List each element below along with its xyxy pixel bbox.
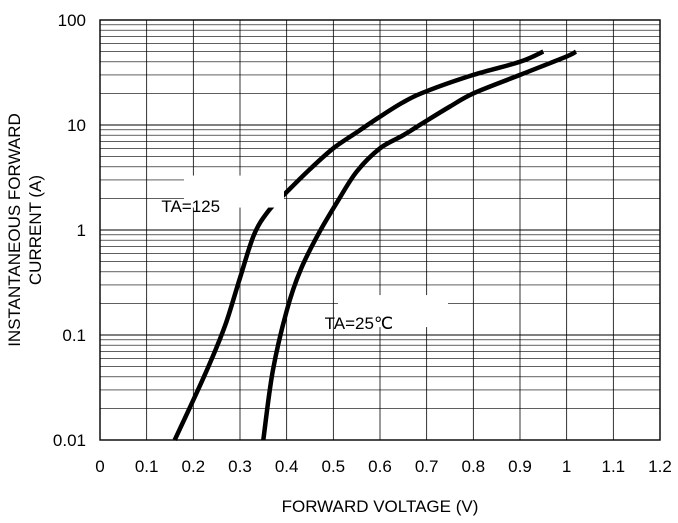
series-line-1 [261, 49, 578, 441]
x-tick-label: 1.1 [602, 457, 626, 476]
series-label-ta125: TA=125 [161, 197, 220, 216]
y-axis-label-line-2: CURRENT (A) [26, 175, 45, 285]
x-axis-label: FORWARD VOLTAGE (V) [282, 497, 479, 516]
x-tick-label: 0.4 [275, 457, 299, 476]
x-tick-label: 0.7 [415, 457, 439, 476]
x-tick-label: 0.8 [462, 457, 486, 476]
x-tick-label: 1.2 [648, 457, 672, 476]
plot-frame [99, 19, 661, 441]
x-tick-label: 0.1 [135, 457, 159, 476]
y-axis-label-line-1: INSTANTANEOUS FORWARD [5, 113, 24, 347]
curves [172, 49, 578, 441]
series-label-box-125: TA=125 [161, 175, 284, 216]
y-tick-label: 100 [58, 11, 86, 30]
x-tick-label: 0.5 [322, 457, 346, 476]
series-label-ta25: TA=25℃ [325, 314, 393, 333]
y-tick-label: 1 [77, 221, 86, 240]
y-tick-labels: 0.01 0.1 1 10 100 [53, 11, 86, 450]
y-tick-label: 0.01 [53, 431, 86, 450]
x-tick-label: 0.6 [368, 457, 392, 476]
y-tick-label: 0.1 [62, 326, 86, 345]
series-label-box-25: TA=25℃ [325, 295, 448, 333]
y-tick-label: 10 [67, 116, 86, 135]
series-line-0 [172, 49, 545, 441]
x-tick-label: 1 [562, 457, 571, 476]
y-axis-label: INSTANTANEOUS FORWARD CURRENT (A) [5, 113, 45, 347]
x-tick-label: 0.9 [508, 457, 532, 476]
x-tick-label: 0.3 [228, 457, 252, 476]
grid [100, 20, 660, 440]
x-tick-label: 0.2 [182, 457, 206, 476]
x-tick-labels: 0 0.1 0.2 0.3 0.4 0.5 0.6 0.7 0.8 0.9 1 1.1 1.2 [95, 457, 672, 476]
x-tick-label: 0 [95, 457, 104, 476]
